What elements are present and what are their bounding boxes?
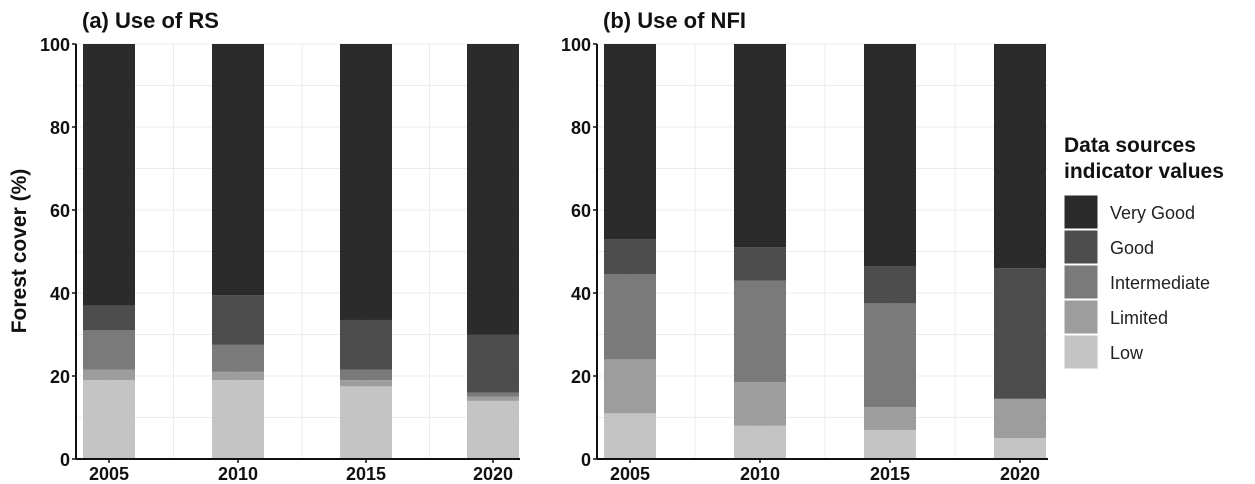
- legend-key-low: [1063, 334, 1099, 370]
- bar-segment-low: [604, 413, 656, 459]
- bar-segment-good: [83, 305, 135, 331]
- y-tick-label: 100: [40, 35, 70, 55]
- panel-b-x-ticks: 2005 2010 2015 2020: [610, 459, 1040, 484]
- y-tick-label: 60: [571, 201, 591, 221]
- bar-segment-limited: [864, 407, 916, 430]
- bar-segment-limited: [212, 371, 264, 381]
- bar-segment-very-good: [864, 44, 916, 267]
- bar-segment-limited: [734, 382, 786, 426]
- x-tick-label: 2015: [346, 464, 386, 484]
- panel-b-y-ticks: 0 20 40 60 80 100: [561, 35, 597, 470]
- bar-segment-low: [994, 438, 1046, 459]
- y-tick-label: 40: [571, 284, 591, 304]
- bar-segment-intermediate: [212, 344, 264, 372]
- legend-label: Intermediate: [1110, 273, 1210, 293]
- y-tick-label: 60: [50, 201, 70, 221]
- bar-segment-low: [83, 380, 135, 459]
- panel-a-y-ticks: 0 20 40 60 80 100: [40, 35, 76, 470]
- bar-segment-limited: [604, 359, 656, 414]
- bar-segment-good: [604, 239, 656, 275]
- legend-label: Limited: [1110, 308, 1168, 328]
- bar-segment-good: [864, 266, 916, 304]
- panel-a-gridlines: [76, 43, 520, 460]
- bar-segment-good: [467, 334, 519, 393]
- bar-segment-very-good: [604, 44, 656, 240]
- bar-segment-very-good: [467, 44, 519, 335]
- bar-segment-intermediate: [83, 330, 135, 370]
- bar-segment-intermediate: [467, 392, 519, 397]
- panel-b-bars: [604, 44, 1046, 459]
- y-tick-label: 0: [581, 450, 591, 470]
- legend-items: Very Good Good Intermediate Limited Low: [1063, 194, 1210, 370]
- bar-segment-low: [864, 429, 916, 459]
- bar-segment-good: [734, 247, 786, 281]
- x-tick-label: 2015: [870, 464, 910, 484]
- x-tick-label: 2020: [473, 464, 513, 484]
- y-tick-label: 80: [50, 118, 70, 138]
- legend-title-line2: indicator values: [1064, 160, 1224, 183]
- bar-segment-intermediate: [340, 369, 392, 381]
- panel-b-gridlines: [597, 43, 1048, 460]
- legend-label: Low: [1110, 343, 1144, 363]
- y-tick-label: 20: [571, 367, 591, 387]
- y-axis-label: Forest cover (%): [8, 169, 31, 334]
- bar-segment-intermediate: [604, 274, 656, 360]
- legend-label: Good: [1110, 238, 1154, 258]
- y-tick-label: 0: [60, 450, 70, 470]
- bar-segment-limited: [467, 396, 519, 401]
- bar-segment-good: [212, 295, 264, 345]
- legend-title-line1: Data sources: [1064, 134, 1196, 157]
- y-tick-label: 20: [50, 367, 70, 387]
- y-tick-label: 40: [50, 284, 70, 304]
- panel-a-title: (a) Use of RS: [82, 8, 219, 33]
- bar-segment-very-good: [994, 44, 1046, 269]
- bar-segment-good: [994, 268, 1046, 399]
- legend-key-limited: [1063, 299, 1099, 335]
- legend-key-very-good: [1063, 194, 1099, 230]
- bar-segment-good: [340, 319, 392, 370]
- legend-key-good: [1063, 229, 1099, 265]
- x-tick-label: 2005: [89, 464, 129, 484]
- legend-key-intermediate: [1063, 264, 1099, 300]
- legend-label: Very Good: [1110, 203, 1195, 223]
- bar-segment-very-good: [340, 44, 392, 320]
- bar-segment-low: [467, 400, 519, 459]
- bar-segment-low: [734, 425, 786, 459]
- bar-segment-limited: [340, 380, 392, 387]
- x-tick-label: 2020: [1000, 464, 1040, 484]
- legend: Data sources indicator values Very Good G…: [1063, 134, 1224, 370]
- y-tick-label: 80: [571, 118, 591, 138]
- panel-a-x-ticks: 2005 2010 2015 2020: [89, 459, 513, 484]
- panel-b-title: (b) Use of NFI: [603, 8, 746, 33]
- y-tick-label: 100: [561, 35, 591, 55]
- bar-segment-very-good: [83, 44, 135, 306]
- x-tick-label: 2010: [218, 464, 258, 484]
- bar-segment-low: [212, 380, 264, 459]
- panel-a-bars: [83, 44, 519, 459]
- bar-segment-very-good: [734, 44, 786, 248]
- bar-segment-intermediate: [864, 303, 916, 408]
- bar-segment-intermediate: [734, 280, 786, 383]
- bar-segment-limited: [994, 398, 1046, 439]
- x-tick-label: 2010: [740, 464, 780, 484]
- bar-segment-low: [340, 386, 392, 459]
- x-tick-label: 2005: [610, 464, 650, 484]
- bar-segment-limited: [83, 369, 135, 381]
- panel-nfi: (b) Use of NFI 0 20 40 60 80 100 2005 2010 2015…: [561, 8, 1048, 484]
- bar-segment-very-good: [212, 44, 264, 296]
